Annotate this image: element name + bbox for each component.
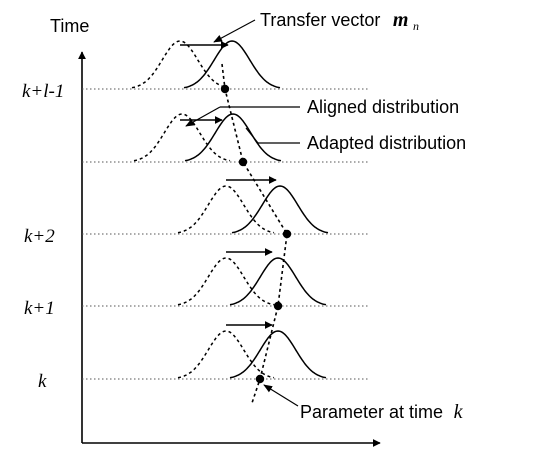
callout-aligned-distribution: Aligned distribution — [185, 97, 459, 127]
aligned-distribution-k-2 — [177, 185, 275, 234]
transfer-vector-leader — [213, 19, 256, 43]
aligned-distribution-k-l-1 — [131, 40, 229, 89]
aligned-leader-arrow — [185, 106, 221, 127]
parameter-point-k-2 — [282, 229, 292, 239]
label-k: k — [38, 371, 47, 392]
aligned-distribution-k-1 — [177, 257, 275, 306]
parameter-point-k — [255, 374, 265, 384]
label-k-l-1: k+l-1 — [22, 81, 64, 102]
adapted-label: Adapted distribution — [307, 133, 466, 153]
callout-parameter: Parameter at time k — [263, 384, 464, 423]
distribution-groups — [131, 40, 329, 379]
adapted-distribution-k-l-1 — [183, 40, 281, 89]
parameter-label: Parameter at time k — [300, 401, 464, 423]
label-k-2: k+2 — [24, 226, 55, 247]
parameter-point-k-l-1 — [220, 84, 230, 94]
transfer-vector-label: Transfer vector m n — [260, 9, 419, 33]
aligned-label: Aligned distribution — [307, 97, 459, 117]
callout-adapted-distribution: Adapted distribution — [245, 127, 466, 153]
aligned-distribution-k — [177, 330, 275, 379]
adapted-distribution-middle — [184, 113, 282, 162]
adapted-leader-tail — [245, 127, 259, 144]
parameter-point-middle — [238, 157, 248, 167]
axes: Time — [50, 16, 381, 447]
label-k-1: k+1 — [24, 298, 55, 319]
aligned-distribution-middle — [133, 113, 231, 162]
adapted-distribution-k-2 — [231, 185, 329, 234]
time-labels: k+l-1 k+2 k+1 k — [22, 81, 64, 392]
callout-transfer-vector: Transfer vector m n — [213, 9, 419, 43]
parameter-trajectory — [220, 63, 292, 404]
parameter-point-k-1 — [273, 301, 283, 311]
adapted-distribution-k — [229, 330, 327, 379]
adapted-distribution-k-1 — [229, 257, 327, 306]
parameter-leader — [263, 384, 299, 407]
time-axis-title: Time — [50, 16, 89, 36]
